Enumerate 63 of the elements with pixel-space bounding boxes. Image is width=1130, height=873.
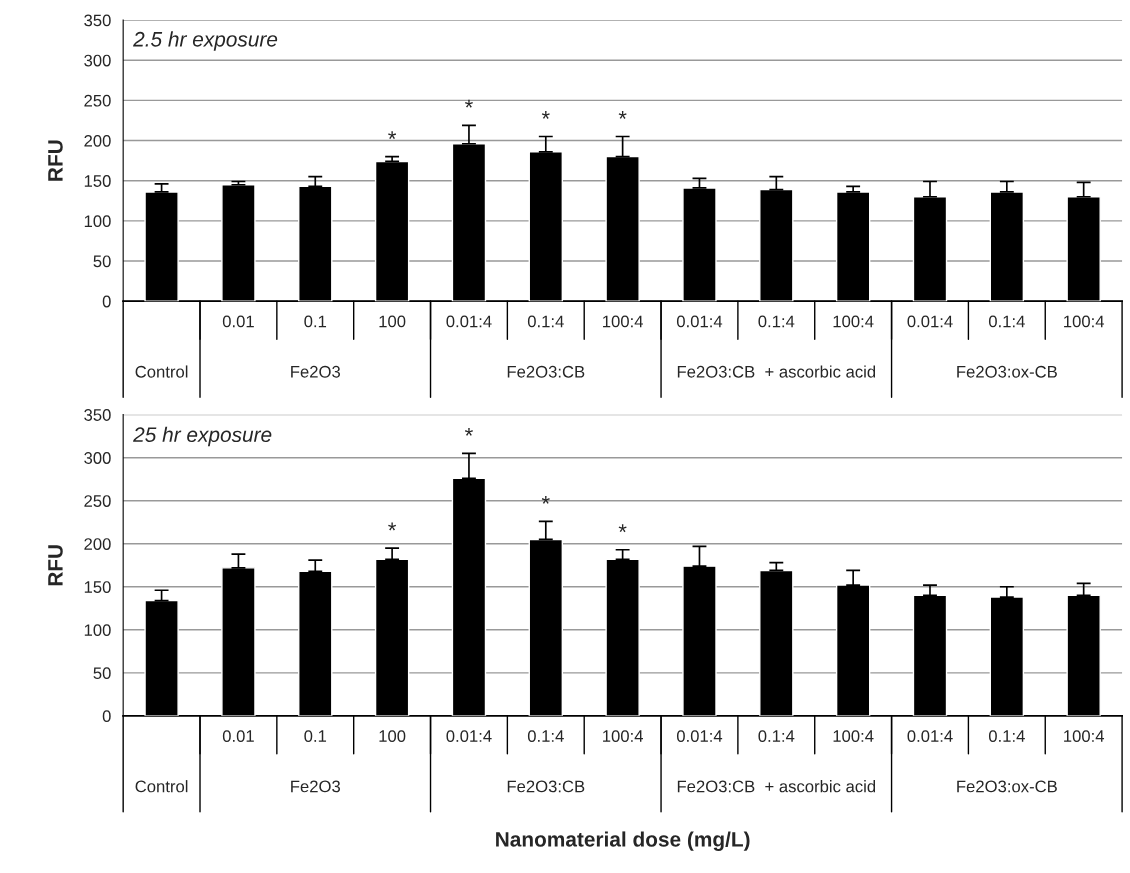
x-tick-label: 0.1:4 (988, 315, 1025, 328)
x-tick-label: 100:4 (833, 730, 874, 742)
data-label: * (464, 99, 473, 108)
y-tick-label: 50 (93, 667, 111, 680)
y-tick-label: 350 (84, 409, 111, 421)
y-tick-label: 200 (84, 538, 111, 550)
x-tick-label: 0.01:4 (446, 730, 492, 742)
x-tick-label: 100 (379, 315, 406, 328)
x-tick-label: 100:4 (603, 730, 643, 742)
y-tick-label: 200 (84, 134, 111, 147)
text: Fe2O3 (291, 365, 341, 378)
x-tick-label: 0.1:4 (758, 315, 795, 328)
y-tick-label: 0 (102, 295, 111, 308)
x-tick-label: 100:4 (1064, 730, 1105, 742)
text: Fe2O3:CB (507, 365, 585, 378)
y-axis-title: RFU (48, 140, 63, 181)
y-tick-label: 300 (84, 54, 111, 67)
x-tick-label: 0.1:4 (527, 730, 564, 742)
y-tick-label: 300 (84, 452, 111, 464)
x-tick-label: 0.01 (222, 315, 254, 328)
y-tick-label: 250 (84, 495, 111, 507)
x-tick-label: 0.1:4 (758, 730, 795, 742)
x-tick-label: 0.1:4 (988, 730, 1025, 742)
text: Fe2O3:ox-CB (957, 365, 1057, 378)
y-tick-label: 100 (84, 624, 111, 637)
x-tick-label: 0.01:4 (446, 315, 492, 328)
y-tick-label: 150 (84, 581, 111, 593)
x-tick-label: 0.01:4 (907, 730, 953, 742)
text: Fe2O3:CB (507, 780, 585, 793)
y-tick-label: 100 (84, 215, 111, 228)
data-label: * (541, 111, 550, 119)
x-axis-title: Nanomaterial dose (mg/L) (496, 831, 750, 851)
x-tick-label: 0.01:4 (676, 730, 723, 742)
text: Control (135, 780, 188, 793)
annotation: 25 hr exposure (133, 426, 272, 447)
x-tick-label: 0.1 (304, 315, 327, 328)
text: Fe2O3:CB + ascorbic acid (677, 365, 876, 378)
x-tick-label: 0.1 (304, 730, 327, 742)
data-label: * (618, 111, 627, 119)
x-tick-label: 100:4 (833, 315, 874, 328)
text: Fe2O3:CB + ascorbic acid (677, 780, 876, 793)
text: Control (135, 365, 188, 378)
x-tick-label: 100:4 (1064, 315, 1105, 328)
y-tick-label: 0 (102, 710, 111, 723)
x-tick-label: 100:4 (603, 315, 643, 328)
data-label: * (464, 427, 473, 436)
data-label: * (618, 524, 627, 533)
y-tick-label: 350 (84, 14, 111, 27)
text: Fe2O3 (291, 780, 341, 793)
data-label: * (541, 495, 550, 504)
text: Fe2O3:ox-CB (957, 780, 1057, 793)
y-tick-label: 250 (84, 94, 111, 107)
annotation: 2.5 hr exposure (133, 31, 278, 51)
x-tick-label: 0.1:4 (527, 315, 564, 328)
data-label: * (388, 131, 397, 139)
x-tick-label: 100 (379, 730, 406, 742)
x-tick-label: 0.01:4 (676, 315, 723, 328)
y-axis-title: RFU (48, 545, 63, 586)
x-tick-label: 0.01:4 (907, 315, 953, 328)
x-tick-label: 0.01 (222, 730, 254, 742)
y-tick-label: 50 (93, 255, 111, 268)
data-label: * (388, 522, 397, 531)
y-tick-label: 150 (84, 175, 111, 187)
